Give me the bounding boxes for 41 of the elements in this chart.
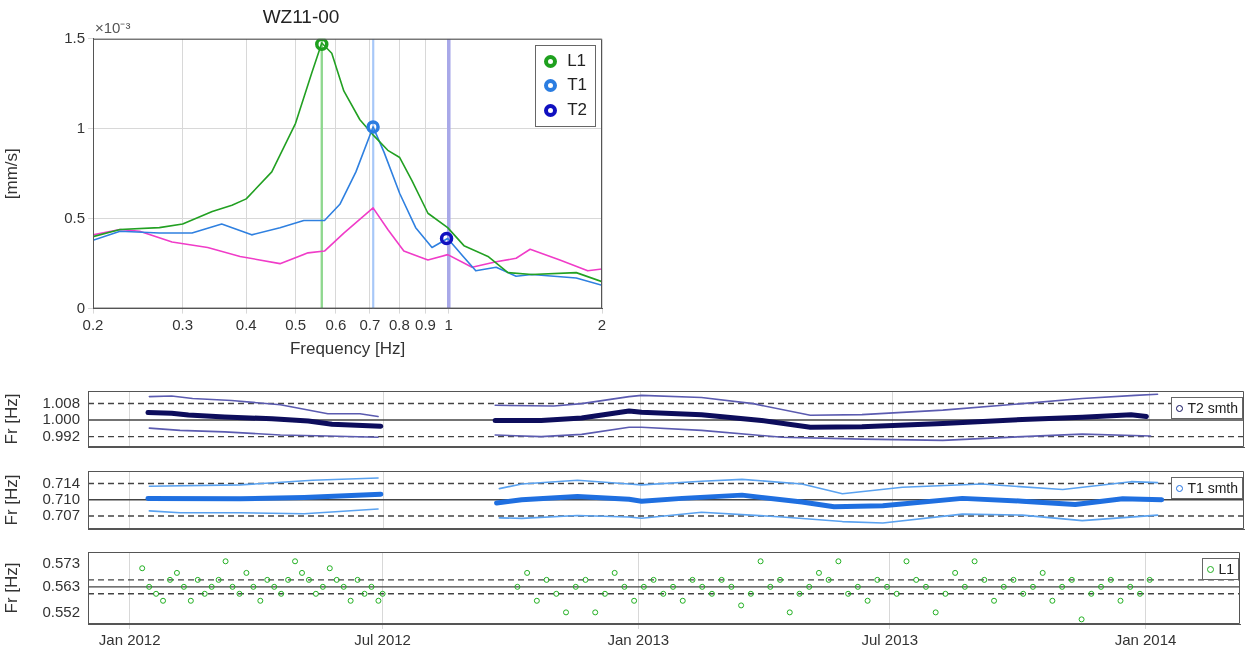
y-tick-label: 1 — [76, 118, 85, 136]
y-tick-label: 0.707 — [42, 506, 80, 524]
legend-label: T1 smth — [1187, 479, 1238, 498]
x-tick-label: 0.3 — [172, 315, 194, 333]
y-tick-label: 0.5 — [64, 208, 85, 226]
x-tick-label: Jan 2014 — [1114, 631, 1177, 649]
x-axis-title: Frequency [Hz] — [289, 339, 406, 359]
y-axis-title: Fr [Hz] — [1, 474, 21, 526]
y-tick-label: 0.710 — [42, 489, 80, 507]
x-tick-label: 0.7 — [359, 315, 381, 333]
x-tick-label: Jul 2013 — [861, 631, 919, 649]
legend-label: T1 — [567, 74, 587, 97]
y-tick-label: 1.000 — [42, 410, 80, 428]
y-tick-label: 0.992 — [42, 426, 80, 444]
x-tick-label: 0.9 — [415, 315, 436, 333]
y-tick-label: 1.008 — [42, 393, 80, 411]
y-axis-title: [mm/s] — [1, 148, 21, 200]
y-tick-label: 0 — [76, 298, 85, 316]
text: ×10⁻³ — [95, 17, 131, 37]
x-tick-label: 0.6 — [325, 315, 347, 333]
legend-label: T2 smth — [1187, 399, 1238, 418]
y-tick-label: 1.5 — [64, 28, 85, 46]
y-tick-label: 0.714 — [42, 473, 80, 491]
x-tick-label: Jul 2012 — [354, 631, 411, 649]
y-tick-label: 0.563 — [42, 576, 80, 594]
y-tick-label: 0.552 — [42, 602, 80, 620]
x-tick-label: Jan 2012 — [98, 631, 161, 649]
legend-label: L1 — [567, 49, 587, 72]
y-tick-label: 0.573 — [42, 553, 80, 571]
x-tick-label: 1 — [444, 315, 453, 333]
x-tick-label: 0.5 — [285, 315, 306, 333]
legend-label: T2 — [567, 99, 587, 122]
x-tick-label: Jan 2013 — [607, 631, 670, 649]
chart-title: WZ11-00 — [262, 5, 340, 27]
x-tick-label: 0.4 — [235, 315, 257, 333]
x-tick-label: 2 — [597, 315, 607, 333]
x-tick-label: 0.2 — [82, 315, 104, 333]
x-tick-label: 0.8 — [389, 315, 410, 333]
legend-label: L1 — [1218, 560, 1234, 579]
y-axis-title: Fr [Hz] — [1, 393, 21, 445]
y-axis-title: Fr [Hz] — [1, 562, 21, 614]
